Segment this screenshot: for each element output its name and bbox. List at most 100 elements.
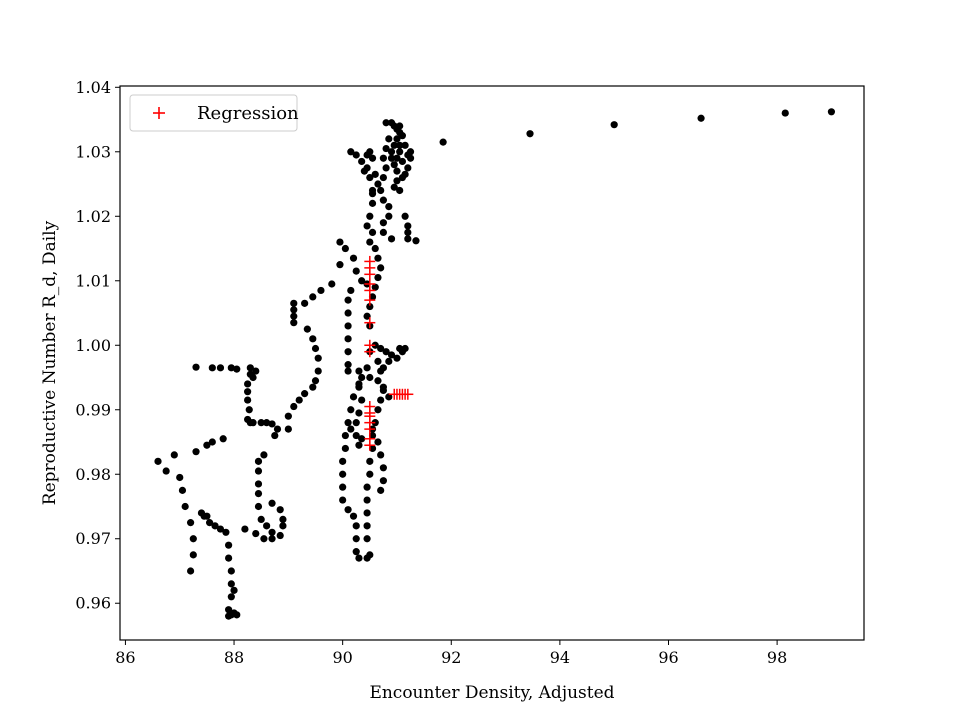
data-point <box>208 438 216 446</box>
regression-point <box>364 439 376 451</box>
data-point <box>382 144 390 153</box>
data-point <box>309 293 317 301</box>
data-point <box>398 132 406 140</box>
data-point <box>290 312 298 320</box>
data-point <box>401 170 409 178</box>
data-point <box>526 130 534 138</box>
data-point <box>368 431 377 440</box>
regression-point <box>364 294 376 306</box>
y-tick-label: 0.98 <box>75 465 111 484</box>
data-point <box>385 203 393 211</box>
data-point <box>355 367 363 375</box>
y-tick-label: 1.04 <box>75 78 111 97</box>
data-point <box>439 138 447 146</box>
data-point <box>401 212 409 220</box>
data-point <box>352 522 360 530</box>
data-point <box>290 402 298 411</box>
plot-area <box>154 108 836 620</box>
data-point <box>246 364 254 372</box>
data-point <box>208 364 216 372</box>
data-point <box>363 496 371 504</box>
data-point <box>385 393 393 401</box>
data-point <box>401 344 409 353</box>
data-point <box>233 611 241 619</box>
regression-point <box>364 268 376 280</box>
data-point <box>363 535 371 543</box>
axis-ticks: 86 88 90 92 94 96 98 0.96 0.97 0.98 0.99 1.00 1.01 1.… <box>75 78 787 667</box>
data-point <box>241 525 249 533</box>
data-point <box>268 420 276 428</box>
data-point <box>186 567 195 575</box>
data-point <box>317 286 325 295</box>
y-tick-label: 0.99 <box>75 400 111 419</box>
y-tick-label: 1.03 <box>75 142 111 161</box>
data-point <box>303 325 311 333</box>
data-point <box>339 470 347 478</box>
data-point <box>377 186 385 195</box>
data-point <box>227 567 235 575</box>
data-point <box>377 396 385 404</box>
data-point <box>363 483 371 491</box>
axes-frame <box>119 85 865 641</box>
x-tick-label: 90 <box>332 648 352 667</box>
data-point <box>254 502 263 511</box>
data-point <box>358 277 366 285</box>
data-point <box>393 154 401 162</box>
regression-point <box>364 284 376 296</box>
data-point <box>379 228 387 237</box>
legend-regression-marker <box>153 107 165 119</box>
data-point <box>311 377 320 385</box>
data-point <box>379 477 387 485</box>
data-point <box>341 431 349 440</box>
data-point <box>374 406 382 414</box>
data-point <box>276 506 284 514</box>
y-tick-label: 0.96 <box>75 594 111 613</box>
data-point <box>352 151 360 159</box>
data-point <box>284 412 292 420</box>
data-point <box>366 373 374 382</box>
regression-point <box>364 317 376 329</box>
data-point <box>268 499 276 507</box>
data-point <box>374 357 382 365</box>
data-point <box>366 173 374 182</box>
data-point <box>379 196 387 204</box>
data-point <box>254 467 263 475</box>
data-point <box>404 228 412 237</box>
x-axis-label: Encounter Density, Adjusted <box>369 683 614 703</box>
data-point <box>396 122 404 130</box>
data-point <box>203 441 211 449</box>
data-point <box>309 383 317 391</box>
regression-point <box>364 346 376 358</box>
data-point <box>176 473 184 482</box>
data-point <box>371 170 379 178</box>
data-point <box>249 373 257 382</box>
data-point <box>377 367 385 375</box>
data-point <box>244 388 252 396</box>
data-point <box>363 509 371 517</box>
data-point <box>230 586 238 594</box>
data-point <box>382 164 390 172</box>
data-point <box>390 141 398 149</box>
data-point <box>366 212 374 220</box>
data-point <box>366 238 374 246</box>
data-point <box>344 296 352 304</box>
data-point <box>352 548 360 556</box>
data-point <box>227 364 235 372</box>
data-point <box>368 154 377 162</box>
data-point <box>368 228 377 237</box>
data-point <box>245 406 253 414</box>
series-regression <box>364 255 414 451</box>
data-point <box>257 515 265 523</box>
data-point <box>254 457 263 465</box>
data-point <box>390 183 398 191</box>
data-point <box>401 141 409 149</box>
data-point <box>154 457 162 465</box>
data-point <box>363 364 371 372</box>
data-point <box>377 264 385 272</box>
data-point <box>222 528 230 536</box>
data-point <box>279 522 287 530</box>
data-point <box>366 302 374 311</box>
data-point <box>295 396 303 404</box>
data-point <box>186 519 195 527</box>
